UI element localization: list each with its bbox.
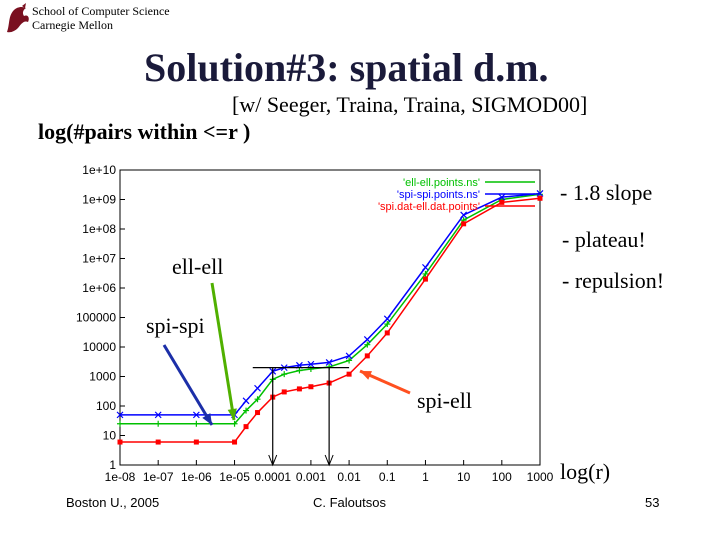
series-point-2: [537, 195, 543, 201]
plateau-arrowhead-right: [324, 454, 334, 467]
series-point-0: [231, 420, 238, 427]
y-tick-label: 100000: [76, 311, 116, 325]
series-point-0: [117, 420, 123, 427]
series-point-1: [363, 336, 371, 343]
footer-venue: Boston U., 2005: [66, 495, 160, 510]
series-point-1: [242, 397, 250, 405]
series-point-2: [296, 386, 302, 392]
legend-entry-1: 'spi-spi.points.ns': [397, 189, 480, 201]
series-point-0: [364, 341, 371, 348]
page-number: 53: [645, 495, 660, 510]
y-tick-label: 1e+10: [82, 163, 116, 177]
series-point-0: [422, 270, 429, 277]
series-point-0: [384, 321, 391, 328]
series-line-2: [120, 197, 541, 443]
series-point-1: [536, 190, 544, 197]
legend-entry-2: 'spi.dat-ell.dat.points': [378, 201, 480, 213]
y-tick-label: 10: [103, 429, 117, 443]
repulsion-annotation: - repulsion!: [562, 268, 665, 293]
y-tick-label: 10000: [83, 340, 117, 354]
footer-author: C. Faloutsos: [313, 495, 386, 510]
series-point-2: [308, 384, 314, 390]
slope-annotation: - 1.8 slope: [560, 180, 653, 205]
y-tick-label: 1: [109, 458, 116, 472]
x-tick-label: 1e-06: [181, 470, 212, 484]
x-tick-label: 1e-05: [219, 470, 250, 484]
x-tick-label: 1000: [527, 470, 554, 484]
series-point-2: [117, 439, 123, 445]
spi-spi-label: spi-spi: [146, 313, 205, 338]
series-point-0: [307, 365, 314, 372]
series-point-2: [364, 353, 370, 359]
series-line-0: [120, 193, 541, 425]
series-point-1: [345, 352, 353, 360]
legend-entry-0: 'ell-ell.points.ns': [403, 177, 480, 189]
series-point-2: [155, 439, 161, 445]
series-point-2: [281, 389, 287, 395]
slide-title: Solution#3: spatial d.m.: [144, 45, 549, 90]
series-point-2: [384, 330, 390, 336]
x-tick-label: 10: [457, 470, 471, 484]
y-tick-label: 1000: [89, 370, 116, 384]
x-tick-label: 0.0001: [254, 470, 291, 484]
x-tick-label: 1: [422, 470, 429, 484]
slide-subtitle: [w/ Seeger, Traina, Traina, SIGMOD00]: [232, 92, 588, 117]
series-point-1: [422, 263, 429, 271]
series-point-1: [307, 360, 315, 368]
y-axis-label: log(#pairs within <=r ): [38, 119, 251, 144]
series-point-1: [154, 411, 162, 419]
header-school: School of Computer Science: [32, 4, 170, 18]
series-point-2: [499, 199, 505, 205]
ell-ell-label: ell-ell: [172, 254, 224, 279]
series-point-0: [346, 357, 353, 364]
header-university: Carnegie Mellon: [32, 18, 113, 32]
x-tick-label: 0.01: [337, 470, 361, 484]
series-point-0: [243, 407, 250, 414]
griffin-logo-icon: [7, 3, 29, 33]
y-tick-label: 1e+08: [82, 222, 116, 236]
x-tick-label: 0.1: [379, 470, 396, 484]
x-tick-label: 0.001: [296, 470, 326, 484]
spi-ell-label: spi-ell: [417, 388, 472, 413]
series-point-0: [296, 367, 303, 374]
series-point-2: [422, 276, 428, 282]
plateau-arrowhead-left: [268, 454, 278, 467]
series-point-1: [383, 315, 391, 323]
series-point-2: [232, 439, 238, 445]
y-tick-label: 1e+06: [82, 281, 116, 295]
y-tick-label: 1e+07: [82, 252, 116, 266]
series-point-0: [281, 371, 288, 378]
x-tick-label: 1e-08: [105, 470, 136, 484]
series-point-2: [243, 424, 249, 430]
series-point-1: [460, 211, 468, 219]
series-point-1: [254, 384, 261, 392]
series-point-0: [155, 420, 162, 427]
x-tick-label: 100: [492, 470, 512, 484]
x-tick-label: 1e-07: [143, 470, 174, 484]
plateau-annotation: - plateau!: [562, 227, 646, 252]
series-point-0: [254, 396, 261, 403]
series-point-2: [193, 439, 199, 445]
y-tick-label: 100: [96, 399, 116, 413]
series-point-2: [461, 221, 467, 227]
series-point-2: [255, 410, 261, 416]
series-point-1: [116, 411, 124, 419]
series-point-2: [346, 371, 352, 377]
y-tick-label: 1e+09: [82, 193, 116, 207]
x-axis-label: log(r): [560, 459, 611, 484]
series-point-1: [498, 193, 506, 201]
correlation-plot: 1e-08 1e-07 1e-06 1e-05 0.0001 0.001 0.01 0.1 1 1…: [76, 163, 554, 484]
series-point-1: [325, 359, 333, 366]
